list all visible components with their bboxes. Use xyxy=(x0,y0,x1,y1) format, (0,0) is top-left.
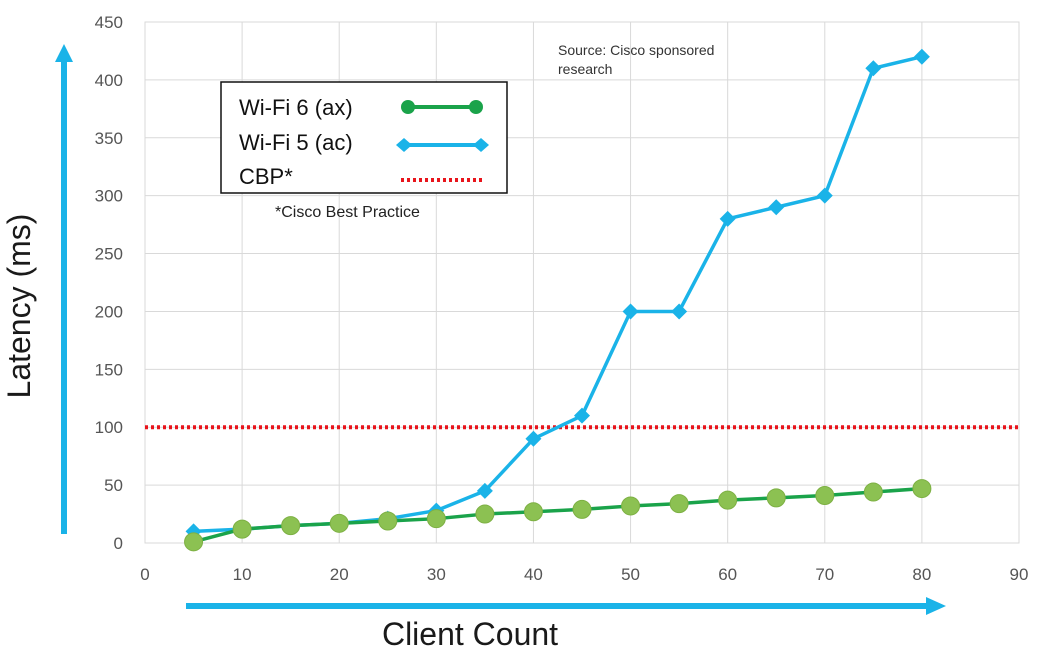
x-tick-label: 0 xyxy=(140,565,149,584)
y-tick-label: 350 xyxy=(95,129,123,148)
legend-marker-wifi6-right xyxy=(469,100,483,114)
y-tick-label: 450 xyxy=(95,13,123,32)
data-point-wifi5 xyxy=(476,482,493,499)
data-point-wifi6 xyxy=(669,494,689,514)
data-point-wifi5 xyxy=(525,430,542,447)
data-point-wifi6 xyxy=(572,499,592,519)
legend-marker-wifi5-right xyxy=(473,138,489,152)
data-point-wifi6 xyxy=(329,513,349,533)
data-point-wifi6 xyxy=(475,504,495,524)
data-point-wifi6 xyxy=(523,502,543,522)
data-point-wifi5 xyxy=(816,187,833,204)
data-point-wifi6 xyxy=(281,516,301,536)
legend-label-wifi6: Wi-Fi 6 (ax) xyxy=(239,95,353,120)
series-wifi6 xyxy=(184,479,932,552)
x-tick-labels: 0 10 20 30 40 50 60 70 80 90 xyxy=(140,565,1028,584)
x-tick-label: 70 xyxy=(815,565,834,584)
x-tick-label: 10 xyxy=(233,565,252,584)
data-point-wifi5 xyxy=(574,407,590,424)
y-tick-labels: 0 50 100 150 200 250 300 350 400 450 xyxy=(95,13,123,553)
data-point-wifi6 xyxy=(718,490,738,510)
data-point-wifi6 xyxy=(426,509,446,529)
x-tick-label: 60 xyxy=(718,565,737,584)
legend-marker-wifi6-left xyxy=(401,100,415,114)
y-axis-arrow xyxy=(55,44,73,534)
x-tick-label: 80 xyxy=(912,565,931,584)
source-annotation-line-2: research xyxy=(558,61,612,77)
legend-footnote: *Cisco Best Practice xyxy=(275,204,420,221)
y-tick-label: 400 xyxy=(95,71,123,90)
data-point-wifi6 xyxy=(863,482,883,502)
data-point-wifi5 xyxy=(768,199,785,216)
data-point-wifi5 xyxy=(865,60,882,77)
source-annotation-line-1: Source: Cisco sponsored xyxy=(558,42,714,58)
x-tick-label: 40 xyxy=(524,565,543,584)
series-layer xyxy=(184,48,932,552)
legend-box xyxy=(220,81,508,194)
data-point-wifi6 xyxy=(815,486,835,506)
series-line xyxy=(193,486,923,544)
data-point-wifi6 xyxy=(232,519,252,539)
x-axis-title: Client Count xyxy=(382,616,558,649)
y-tick-label: 100 xyxy=(95,418,123,437)
data-point-wifi5 xyxy=(913,48,930,65)
x-tick-label: 50 xyxy=(621,565,640,584)
data-point-wifi5 xyxy=(622,303,639,320)
legend-label-cbp: CBP* xyxy=(239,164,293,189)
legend-label-wifi5: Wi-Fi 5 (ac) xyxy=(239,130,353,155)
data-point-wifi6 xyxy=(184,532,204,552)
y-tick-label: 300 xyxy=(95,187,123,206)
data-point-wifi6 xyxy=(378,511,398,531)
data-point-wifi6 xyxy=(621,496,641,516)
x-tick-label: 30 xyxy=(427,565,446,584)
data-point-wifi5 xyxy=(671,303,688,320)
x-tick-label: 20 xyxy=(330,565,349,584)
data-point-wifi5 xyxy=(719,210,736,227)
x-axis-arrow xyxy=(186,597,946,615)
y-axis-title: Latency (ms) xyxy=(1,214,37,399)
y-tick-label: 250 xyxy=(95,245,123,264)
y-tick-label: 200 xyxy=(95,302,123,321)
legend: Wi-Fi 6 (ax) Wi-Fi 5 (ac) CBP* xyxy=(220,81,508,194)
legend-marker-wifi5-left xyxy=(396,138,412,152)
y-tick-label: 50 xyxy=(104,476,123,495)
data-point-wifi6 xyxy=(912,479,932,499)
data-point-wifi6 xyxy=(766,488,786,508)
y-tick-label: 150 xyxy=(95,360,123,379)
x-tick-label: 90 xyxy=(1010,565,1029,584)
y-tick-label: 0 xyxy=(114,534,123,553)
